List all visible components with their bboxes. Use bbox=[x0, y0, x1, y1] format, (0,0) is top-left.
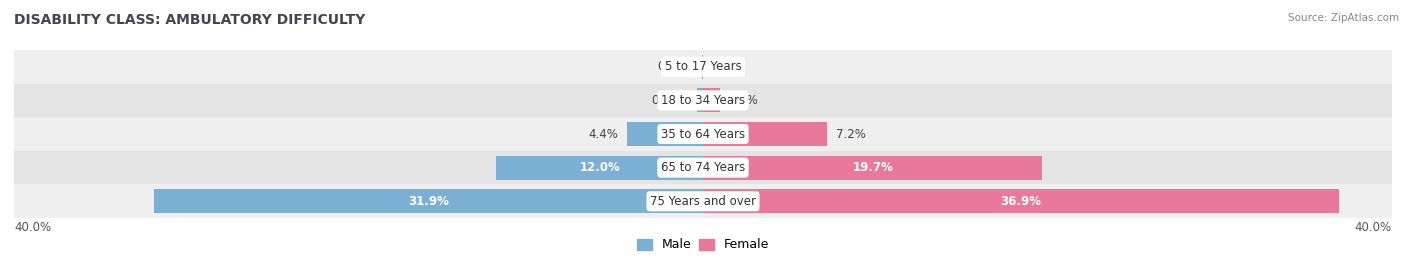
Bar bbox=[14, 151, 1392, 184]
Text: 7.2%: 7.2% bbox=[835, 128, 866, 140]
Text: 19.7%: 19.7% bbox=[852, 161, 893, 174]
Text: Source: ZipAtlas.com: Source: ZipAtlas.com bbox=[1288, 13, 1399, 23]
Bar bbox=[153, 189, 703, 213]
Text: 65 to 74 Years: 65 to 74 Years bbox=[661, 161, 745, 174]
Text: 40.0%: 40.0% bbox=[14, 221, 51, 234]
Text: 36.9%: 36.9% bbox=[1000, 195, 1042, 208]
Bar bbox=[703, 155, 1042, 180]
Legend: Male, Female: Male, Female bbox=[631, 233, 775, 256]
Text: 0.0%: 0.0% bbox=[711, 60, 741, 73]
Bar bbox=[14, 50, 1392, 84]
Bar bbox=[696, 88, 703, 113]
Bar bbox=[14, 117, 1392, 151]
Bar bbox=[703, 189, 1339, 213]
Text: 18 to 34 Years: 18 to 34 Years bbox=[661, 94, 745, 107]
Text: 75 Years and over: 75 Years and over bbox=[650, 195, 756, 208]
Text: 40.0%: 40.0% bbox=[1355, 221, 1392, 234]
Bar bbox=[627, 122, 703, 146]
Text: 31.9%: 31.9% bbox=[408, 195, 449, 208]
Text: 4.4%: 4.4% bbox=[589, 128, 619, 140]
Text: 12.0%: 12.0% bbox=[579, 161, 620, 174]
Bar bbox=[14, 184, 1392, 218]
Bar bbox=[703, 88, 720, 113]
Text: DISABILITY CLASS: AMBULATORY DIFFICULTY: DISABILITY CLASS: AMBULATORY DIFFICULTY bbox=[14, 13, 366, 27]
Bar bbox=[703, 122, 827, 146]
Text: 1.0%: 1.0% bbox=[728, 94, 759, 107]
Bar bbox=[14, 84, 1392, 117]
Text: 5 to 17 Years: 5 to 17 Years bbox=[665, 60, 741, 73]
Text: 35 to 64 Years: 35 to 64 Years bbox=[661, 128, 745, 140]
Bar bbox=[496, 155, 703, 180]
Text: 0.03%: 0.03% bbox=[657, 60, 695, 73]
Text: 0.37%: 0.37% bbox=[651, 94, 688, 107]
